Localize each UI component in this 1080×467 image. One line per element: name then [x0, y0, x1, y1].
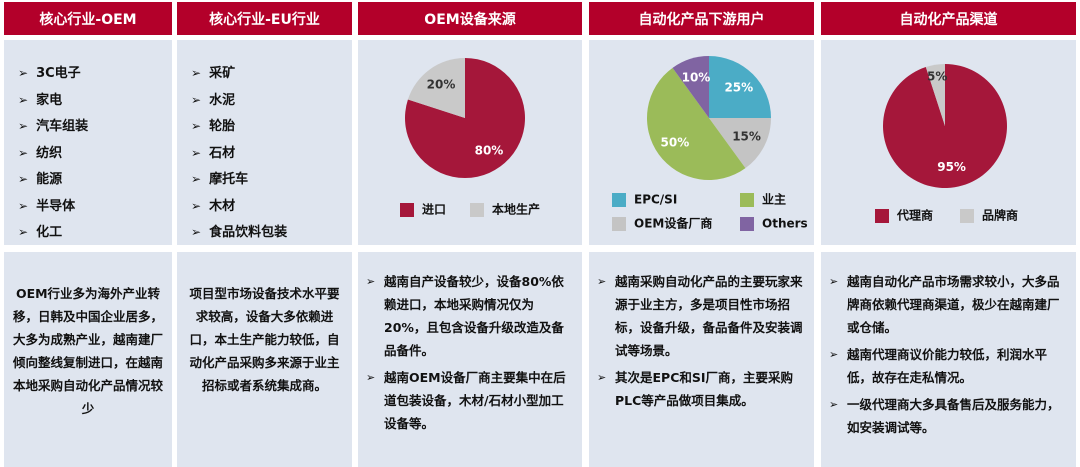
slice-label: 50% — [661, 135, 690, 149]
legend-swatch — [875, 209, 889, 223]
panel-bottom — [177, 252, 352, 467]
pie-slice — [925, 64, 945, 126]
note-text: 越南自产设备较少，设备80%依赖进口，本地采购情况仅为20%，且包含设备升级改造… — [366, 270, 574, 362]
legend-swatch — [612, 193, 626, 207]
industry-item: 食品饮料包装 — [191, 221, 287, 240]
legend-label: OEM设备厂商 — [634, 216, 712, 231]
industry-item: 半导体 — [18, 195, 75, 214]
slice-label: 15% — [732, 130, 761, 144]
legend-label: EPC/SI — [634, 193, 677, 207]
industry-item: 3C电子 — [18, 62, 81, 81]
column-header: 核心行业-EU行业 — [177, 2, 352, 35]
note-text: 越南采购自动化产品的主要玩家来源于业主方，多是项目性市场招标，设备升级，备品备件… — [597, 270, 806, 362]
industry-item: 轮胎 — [191, 115, 235, 134]
pie-slice — [407, 58, 465, 118]
note-box: 越南采购自动化产品的主要玩家来源于业主方，多是项目性市场招标，设备升级，备品备件… — [597, 270, 806, 416]
column-header: OEM设备来源 — [358, 2, 582, 35]
industry-item: 摩托车 — [191, 168, 248, 187]
note-box: OEM行业多为海外产业转移，日韩及中国企业居多，大多为成熟产业，越南建厂倾向整线… — [12, 282, 164, 424]
column-header: 自动化产品渠道 — [821, 2, 1076, 35]
legend-swatch — [400, 203, 414, 217]
industry-item: 化工 — [18, 221, 62, 240]
legend-swatch — [960, 209, 974, 223]
pie-slice — [672, 56, 709, 118]
slice-label: 5% — [927, 70, 947, 84]
legend-swatch — [740, 217, 754, 231]
note-text: 其次是EPC和SI厂商，主要采购PLC等产品做项目集成。 — [597, 366, 806, 412]
industry-item: 纺织 — [18, 142, 62, 161]
note-text: 越南自动化产品市场需求较小，大多品牌商依赖代理商渠道，极少在越南建厂或仓储。 — [829, 270, 1068, 339]
legend-label: 品牌商 — [982, 208, 1018, 223]
slice-label: 10% — [682, 70, 711, 84]
column-header: 核心行业-OEM — [4, 2, 172, 35]
legend-label: 本地生产 — [492, 202, 540, 217]
pie-slice — [709, 56, 771, 118]
note-text: 一级代理商大多具备售后及服务能力，如安装调试等。 — [829, 393, 1068, 439]
slice-label: 25% — [724, 81, 753, 95]
legend-label: 进口 — [422, 202, 446, 217]
industry-item: 石材 — [191, 142, 235, 161]
legend-swatch — [612, 217, 626, 231]
industry-item: 水泥 — [191, 89, 235, 108]
slice-label: 20% — [427, 77, 456, 91]
legend-label: Others — [762, 217, 808, 231]
legend-label: 业主 — [762, 192, 786, 207]
pie-slice — [882, 64, 1007, 188]
industry-item: 能源 — [18, 168, 62, 187]
note-text: 越南OEM设备厂商主要集中在后道包装设备，木材/石材小型加工设备等。 — [366, 366, 574, 435]
note-box: 越南自产设备较少，设备80%依赖进口，本地采购情况仅为20%，且包含设备升级改造… — [366, 270, 574, 439]
slice-label: 80% — [475, 144, 504, 158]
industry-item: 家电 — [18, 89, 62, 108]
note-text: 项目型市场设备技术水平要求较高，设备大多依赖进口，本土生产能力较低，自动化产品采… — [189, 286, 340, 393]
panel-bottom — [4, 252, 172, 467]
industry-item: 汽车组装 — [18, 115, 88, 134]
note-box: 越南自动化产品市场需求较小，大多品牌商依赖代理商渠道，极少在越南建厂或仓储。越南… — [829, 270, 1068, 443]
pie-slice — [709, 118, 771, 169]
note-text: OEM行业多为海外产业转移，日韩及中国企业居多，大多为成熟产业，越南建厂倾向整线… — [12, 286, 163, 416]
industry-item: 采矿 — [191, 62, 235, 81]
industry-item: 木材 — [191, 195, 235, 214]
slice-label: 95% — [937, 160, 966, 174]
column-header: 自动化产品下游用户 — [589, 2, 814, 35]
pie-slice — [646, 67, 746, 180]
legend-swatch — [470, 203, 484, 217]
legend-label: 代理商 — [896, 208, 933, 223]
note-box: 项目型市场设备技术水平要求较高，设备大多依赖进口，本土生产能力较低，自动化产品采… — [185, 282, 344, 401]
note-text: 越南代理商议价能力较低，利润水平低，故存在走私情况。 — [829, 343, 1068, 389]
legend-swatch — [740, 193, 754, 207]
